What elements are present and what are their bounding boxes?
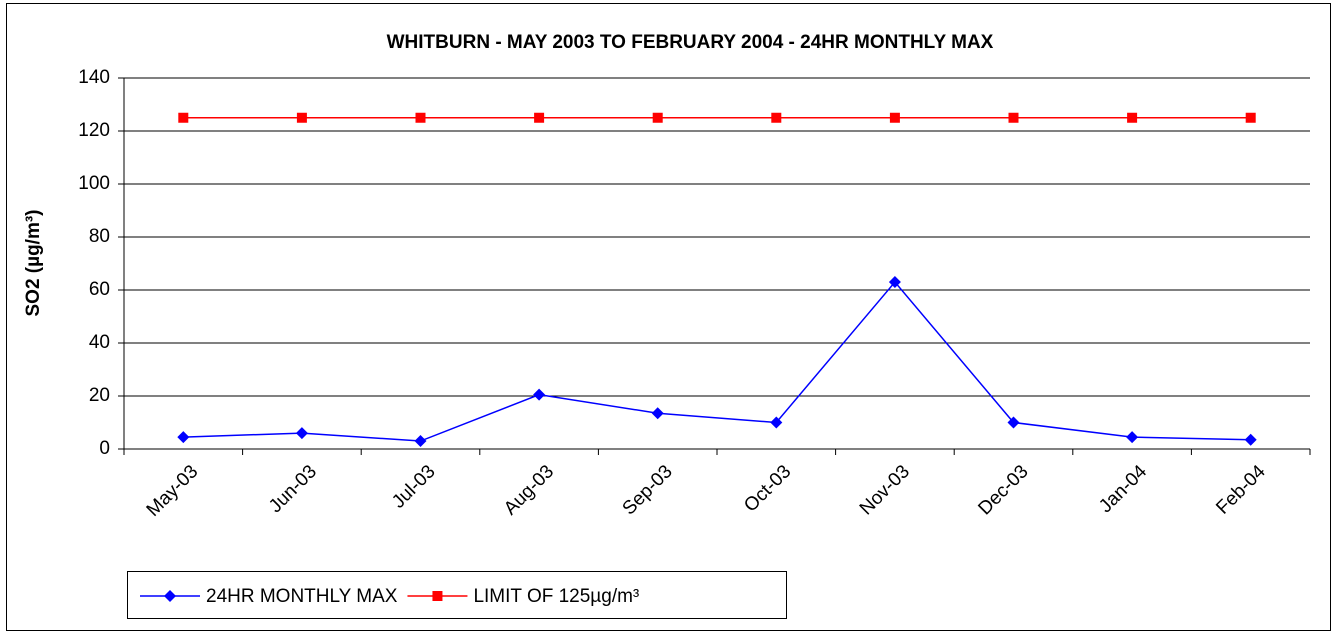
data-point bbox=[296, 112, 307, 123]
data-point bbox=[651, 407, 664, 420]
data-point bbox=[652, 112, 663, 123]
data-point bbox=[415, 112, 426, 123]
data-point bbox=[1127, 112, 1138, 123]
legend-label: LIMIT OF 125µg/m³ bbox=[473, 586, 639, 607]
data-point bbox=[533, 388, 546, 401]
legend-marker bbox=[432, 591, 443, 601]
y-tick-label: 120 bbox=[78, 120, 110, 141]
data-point bbox=[1244, 433, 1257, 446]
y-tick-label: 0 bbox=[99, 438, 110, 459]
data-point bbox=[534, 112, 545, 123]
data-point bbox=[771, 112, 782, 123]
legend-box bbox=[127, 571, 787, 619]
y-tick-label: 20 bbox=[89, 385, 110, 406]
legend-marker bbox=[164, 590, 176, 602]
data-point bbox=[770, 416, 783, 429]
data-point bbox=[295, 427, 308, 440]
y-tick-label: 60 bbox=[89, 279, 110, 300]
data-point bbox=[888, 276, 901, 289]
data-point bbox=[1008, 112, 1019, 123]
chart-border bbox=[6, 3, 1331, 631]
data-point bbox=[889, 112, 900, 123]
y-tick-label: 100 bbox=[78, 173, 110, 194]
data-point bbox=[1245, 112, 1256, 123]
legend-label: 24HR MONTHLY MAX bbox=[206, 586, 398, 607]
y-tick-label: 80 bbox=[89, 226, 110, 247]
y-axis-label: SO2 (µg/m³) bbox=[23, 209, 44, 316]
chart-title: WHITBURN - MAY 2003 TO FEBRUARY 2004 - 2… bbox=[387, 32, 994, 53]
y-tick-label: 40 bbox=[89, 332, 110, 353]
data-point bbox=[177, 431, 190, 444]
data-point bbox=[1007, 416, 1020, 429]
data-point bbox=[178, 112, 189, 123]
y-tick-label: 140 bbox=[78, 67, 110, 88]
data-point bbox=[414, 435, 427, 448]
series-line bbox=[183, 280, 1251, 442]
data-point bbox=[1126, 431, 1139, 444]
